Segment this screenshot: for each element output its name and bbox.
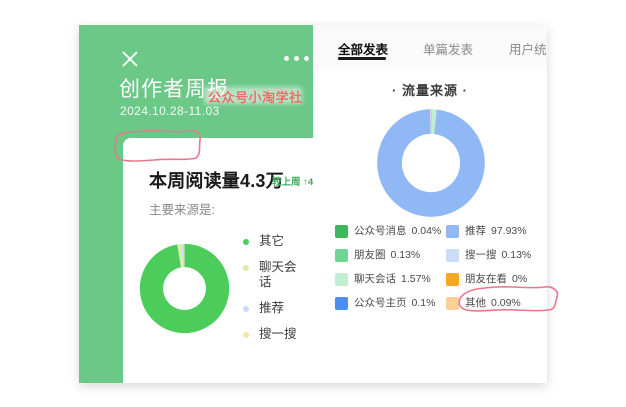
legend-label-text: 公众号消息 (354, 225, 407, 237)
read-count-value: 本周阅读量4.3万 (149, 171, 284, 191)
source-label: 主要来源是: (149, 203, 215, 217)
legend-label-text: 公众号主页 (354, 297, 407, 309)
legend-value: 1.57% (401, 273, 431, 285)
watermark-text: 公众号小淘学社 (208, 90, 303, 105)
tab-bar: 全部发表 单篇发表 用户统计 (313, 25, 547, 69)
creator-weekly-report-panel: 创作者周报 2024.10.28-11.03 公众号小淘学社 本周阅读量4.3万… (79, 25, 313, 383)
watermark: 公众号小淘学社 (204, 85, 313, 107)
page-title: 创作者周报 (119, 78, 229, 101)
legend-swatch (335, 225, 348, 238)
tab-single-post[interactable]: 单篇发表 (423, 43, 474, 57)
legend-label-text: 搜一搜 (465, 249, 497, 261)
legend-value: 1.6% (305, 260, 313, 275)
legend-swatch (446, 225, 459, 238)
legend-value: 0% (512, 273, 528, 285)
legend-label: 搜一搜 (259, 327, 297, 341)
legend-swatch (446, 249, 459, 262)
legend-value: 0.13% (390, 249, 421, 261)
legend-item: 搜一搜 0.1% (243, 327, 313, 342)
watermark-blur-patch (204, 87, 302, 104)
legend-label-text: 推荐 (465, 225, 486, 237)
report-date-range: 2024.10.28-11.03 (120, 104, 220, 118)
donut-slice-其它 (139, 243, 230, 334)
donut-slice-推荐 (377, 109, 485, 217)
legend-label: 聊天会话 1.57% (354, 271, 431, 288)
legend-label: 其它 (259, 234, 285, 248)
close-icon[interactable] (120, 49, 140, 69)
legend-swatch (243, 239, 249, 245)
legend-value: 0.9% (305, 301, 313, 316)
legend-swatch (335, 249, 348, 262)
legend-value: 97.93% (491, 225, 527, 237)
tab-all-posts[interactable]: 全部发表 (338, 43, 389, 57)
legend-item: 聊天会话 1.6% (243, 260, 313, 290)
legend-label-text: 聊天会话 (354, 273, 396, 285)
legend-value: 0.13% (501, 249, 532, 261)
legend-label: 公众号主页 0.1% (354, 295, 435, 312)
legend-item: 推荐 0.9% (243, 301, 313, 316)
legend-label: 公众号消息 0.04% (354, 223, 441, 240)
donut-slice-公众号主页 (434, 109, 438, 135)
donut-slice-推荐 (181, 243, 185, 268)
legend-label: 搜一搜 0.13% (465, 247, 531, 264)
donut-slice-聊天会话 (177, 243, 184, 268)
legend-label-text: 朋友圈 (354, 249, 386, 261)
report-summary-card: 本周阅读量4.3万 较上周 ↑4.3万 主要来源是: 其它 97.1% 聊天会话… (123, 138, 313, 383)
legend-value: 0.04% (411, 225, 442, 237)
legend-label-text: 其他 (465, 297, 486, 309)
more-dots-icon[interactable] (284, 56, 310, 62)
donut-slice-朋友圈 (431, 109, 432, 134)
legend-label: 聊天会话 (259, 260, 297, 289)
legend-label-text: 朋友在看 (465, 273, 507, 285)
legend-value: 0.1% (305, 327, 313, 342)
legend-label: 朋友在看 0% (465, 271, 527, 288)
legend-item: 其它 97.1% (243, 234, 313, 249)
traffic-source-donut-chart (377, 109, 485, 217)
donut-slice-搜一搜 (430, 109, 431, 134)
left-donut-chart (139, 243, 230, 334)
tab-user-stats[interactable]: 用户统计 (509, 43, 547, 57)
legend-label: 推荐 (259, 301, 285, 315)
legend-swatch (446, 297, 459, 310)
legend-swatch (446, 273, 459, 286)
legend-swatch (243, 265, 249, 271)
legend-value: 0.09% (491, 297, 521, 309)
read-count-delta: 较上周 ↑4.3万 (272, 177, 313, 188)
legend-swatch (335, 297, 348, 310)
read-count-line: 本周阅读量4.3万 (149, 167, 284, 193)
legend-value: 97.1% (305, 234, 313, 249)
active-tab-indicator (338, 57, 386, 60)
legend-swatch (243, 332, 249, 338)
legend-value: 0.1% (411, 297, 436, 309)
legend-label: 其他 0.09% (465, 295, 521, 312)
legend-label: 推荐 97.93% (465, 223, 527, 240)
legend-swatch (335, 273, 348, 286)
section-title: · 流量来源 · (392, 83, 468, 98)
legend-label: 朋友圈 0.13% (354, 247, 420, 264)
left-donut-legend: 其它 97.1% 聊天会话 1.6% 推荐 0.9% 搜一搜 0.1% (243, 234, 313, 353)
donut-slice-聊天会话 (431, 109, 437, 135)
traffic-source-panel: 全部发表 单篇发表 用户统计 · 流量来源 · 公众号消息 0.04% 朋友圈 0.… (313, 25, 547, 383)
legend-swatch (243, 306, 249, 312)
